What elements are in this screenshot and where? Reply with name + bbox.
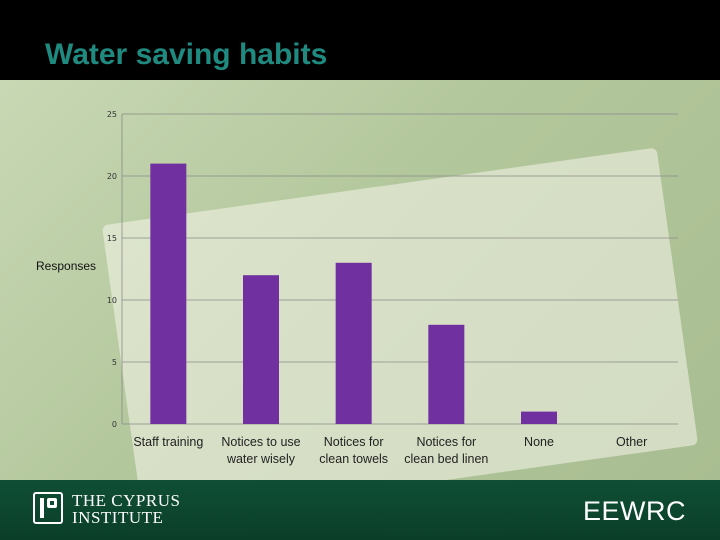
x-category-label: Notices to use xyxy=(221,435,300,449)
x-category-label: water wisely xyxy=(226,452,296,466)
cyprus-institute-logo-icon xyxy=(33,492,63,524)
bar xyxy=(521,411,557,424)
footer-logo-line1: THE CYPRUS xyxy=(72,491,181,510)
bar xyxy=(428,324,465,424)
footer-brand: EEWRC xyxy=(583,496,686,526)
y-tick-label: 20 xyxy=(107,172,117,181)
footer-logo-text: THE CYPRUS INSTITUTE xyxy=(72,492,180,526)
footer-logo-line2: INSTITUTE xyxy=(72,508,164,527)
y-axis-label: Responses xyxy=(36,259,96,273)
y-tick-label: 25 xyxy=(107,110,117,119)
x-category-label: Notices for xyxy=(324,435,384,449)
x-category-label: clean towels xyxy=(319,452,388,466)
x-category-label: clean bed linen xyxy=(404,452,488,466)
x-category-label: Other xyxy=(616,435,647,449)
y-tick-label: 10 xyxy=(107,296,117,305)
y-tick-label: 15 xyxy=(107,234,117,243)
slide-footer xyxy=(0,480,720,540)
bar xyxy=(150,163,187,424)
y-tick-label: 5 xyxy=(112,358,117,367)
x-category-label: Notices for xyxy=(416,435,476,449)
y-tick-label: 0 xyxy=(112,420,117,429)
x-category-label: None xyxy=(524,435,554,449)
x-category-label: Staff training xyxy=(133,435,203,449)
bar xyxy=(243,275,279,424)
slide-header: Water saving habits xyxy=(0,0,720,80)
slide-title: Water saving habits xyxy=(45,38,328,71)
bar xyxy=(335,262,372,424)
